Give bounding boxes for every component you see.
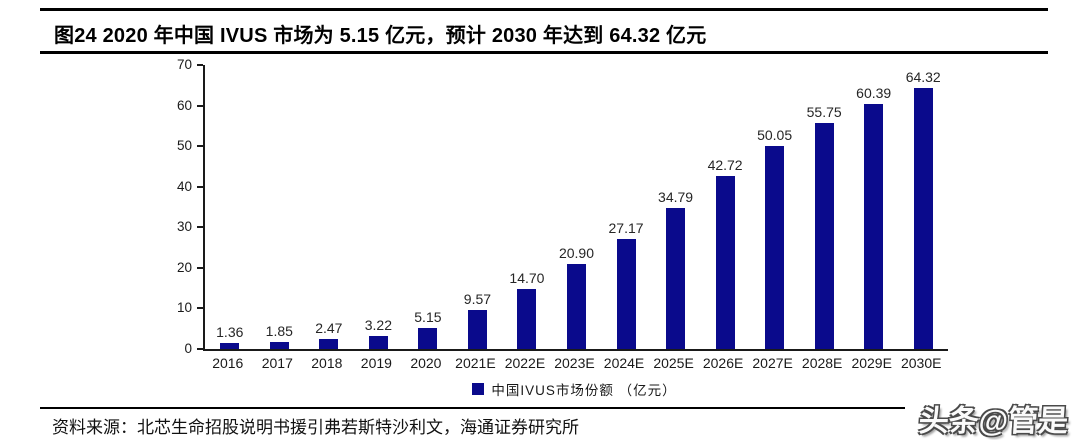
bar-value-label: 9.57 (463, 291, 492, 308)
bar-value-label: 64.32 (905, 69, 941, 86)
bar-slot-2025E: 34.79 (651, 65, 701, 349)
bar-slot-2022E: 14.70 (502, 65, 552, 349)
bar-slot-2029E: 60.39 (849, 65, 899, 349)
x-tick-label: 2026E (702, 355, 744, 371)
bar-value-label: 14.70 (509, 270, 545, 287)
y-tick-label: 50 (176, 138, 192, 154)
bar (368, 335, 388, 349)
bar (666, 207, 686, 349)
title-top-rule (40, 8, 1048, 11)
bar-slot-2016: 1.36 (205, 65, 255, 349)
figure-title: 图24 2020 年中国 IVUS 市场为 5.15 亿元，预计 2030 年达… (54, 25, 707, 47)
x-tick-label: 2029E (851, 355, 892, 371)
y-tick-mark (197, 226, 203, 229)
bar-slot-2019: 3.22 (354, 65, 404, 349)
bar (616, 238, 636, 349)
y-tick-label: 20 (176, 259, 192, 275)
bar-slot-2030E: 64.32 (898, 65, 948, 349)
bar-value-label: 34.79 (658, 188, 694, 205)
bar-value-label: 50.05 (757, 126, 793, 143)
source-rule (40, 407, 905, 409)
watermark: 头条@管是 (917, 405, 1069, 438)
y-tick-mark (197, 307, 203, 310)
y-tick-mark (197, 104, 203, 107)
bar (814, 122, 834, 349)
x-tick-label: 2016 (212, 355, 244, 371)
bar (269, 341, 289, 349)
bar-slot-2020: 5.15 (403, 65, 453, 349)
bar (220, 343, 240, 349)
x-tick-label: 2021E (455, 355, 496, 371)
bar-value-label: 5.15 (414, 309, 442, 326)
y-tick-mark (197, 64, 203, 66)
x-tick-label: 2023E (554, 355, 595, 371)
x-tick-label: 2018 (311, 355, 343, 371)
y-tick-mark (197, 348, 203, 350)
y-tick-mark (197, 145, 203, 148)
y-tick-label: 60 (176, 97, 192, 113)
bar (418, 328, 438, 349)
y-tick-label: 40 (176, 178, 192, 194)
legend: 中国IVUS市场份额 （亿元） (203, 380, 946, 398)
bar-slot-2018: 2.47 (304, 65, 354, 349)
x-axis-labels: 2016 2017 2018 2019 2020 2021E 2022E 2023E 2024E… (203, 355, 946, 373)
bar-slot-2021E: 9.57 (453, 65, 503, 349)
bar (715, 175, 735, 349)
bar-value-label: 42.72 (707, 156, 743, 173)
x-tick-label: 2030E (900, 355, 942, 371)
bar (566, 264, 586, 349)
bar-slot-2028E: 55.75 (799, 65, 849, 349)
bar (319, 338, 339, 349)
bar-value-label: 2.47 (315, 319, 343, 336)
y-tick-label: 30 (176, 219, 192, 235)
bar-value-label: 20.90 (558, 245, 594, 262)
x-tick-label: 2017 (261, 355, 293, 371)
y-tick-label: 0 (184, 341, 192, 356)
x-tick-label: 2020 (410, 355, 442, 371)
y-tick-mark (197, 185, 203, 188)
bar-slot-2023E: 20.90 (552, 65, 602, 349)
bar-slot-2027E: 50.05 (750, 65, 800, 349)
y-tick-label: 10 (176, 300, 192, 316)
x-tick-label: 2025E (653, 355, 694, 371)
x-tick-label: 2027E (752, 355, 793, 371)
bar-slot-2026E: 42.72 (700, 65, 750, 349)
source-text: 资料来源：北芯生命招股说明书援引弗若斯特沙利文，海通证券研究所 (52, 418, 579, 437)
bar (864, 104, 884, 349)
bar-value-label: 60.39 (856, 85, 892, 101)
title-bottom-rule (40, 51, 1048, 54)
x-tick-label: 2024E (603, 355, 645, 371)
bar (765, 145, 785, 349)
bar-value-label: 55.75 (806, 103, 842, 120)
x-tick-label: 2022E (504, 355, 546, 371)
bar-value-label: 1.36 (216, 324, 244, 341)
bar-value-label: 3.22 (364, 316, 392, 333)
bar-slot-2024E: 27.17 (601, 65, 651, 349)
x-tick-label: 2019 (360, 355, 392, 371)
bar (913, 88, 933, 349)
legend-swatch-icon (472, 383, 485, 395)
bar-value-label: 1.85 (265, 322, 293, 339)
bar-slot-2017: 1.85 (255, 65, 305, 349)
bar (467, 310, 487, 349)
bar-chart-plot-area: 1.36 1.85 2.47 3.22 5.15 9.57 14.70 20.90 27.17 3… (203, 65, 948, 351)
bar-value-label: 27.17 (608, 219, 644, 236)
legend-label: 中国IVUS市场份额 （亿元） (491, 383, 677, 398)
bar (517, 289, 537, 349)
y-tick-mark (197, 266, 203, 269)
y-tick-label: 70 (176, 57, 192, 72)
x-tick-label: 2028E (801, 355, 843, 371)
